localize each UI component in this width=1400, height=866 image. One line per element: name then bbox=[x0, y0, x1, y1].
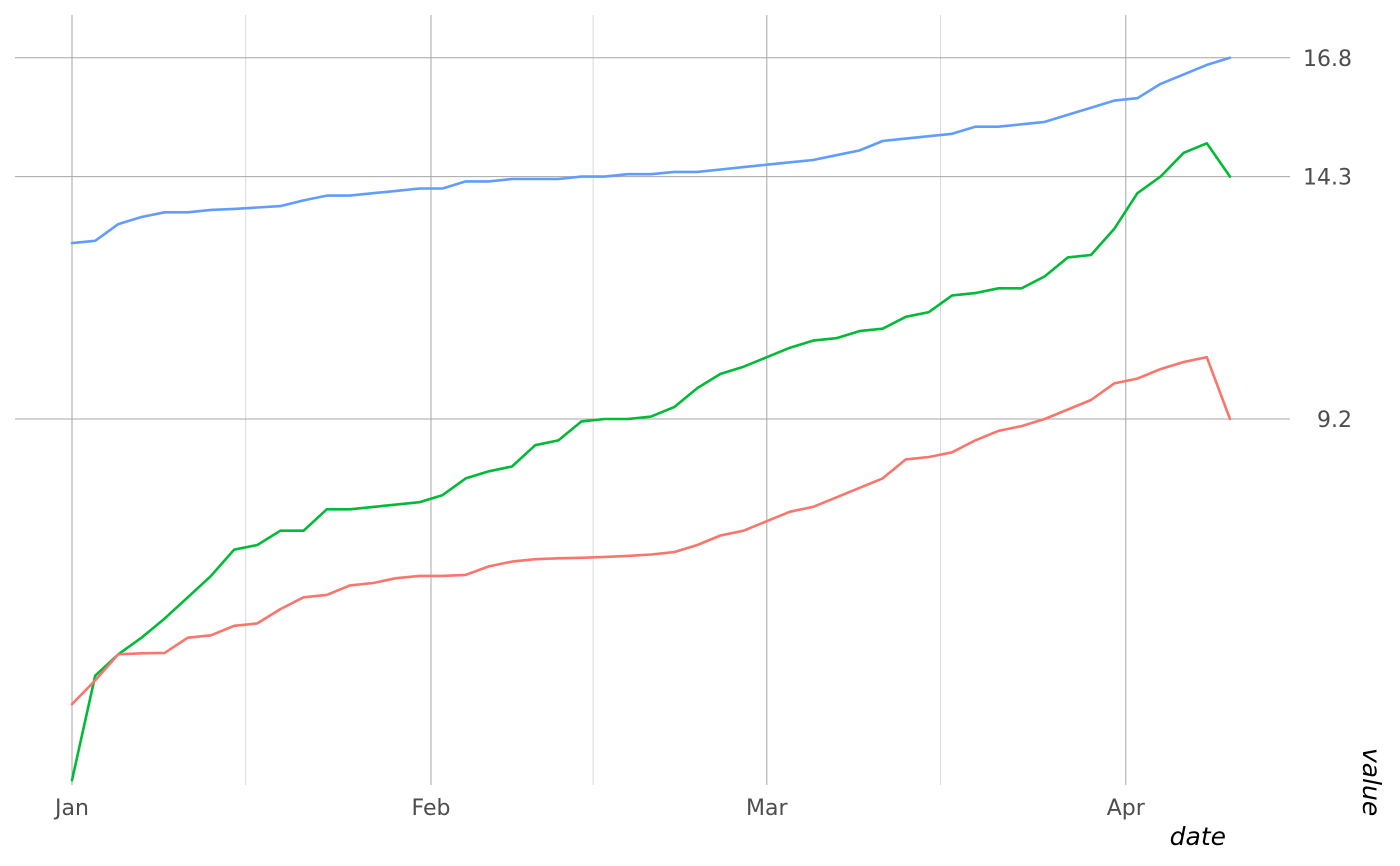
x-tick-label: Mar bbox=[746, 796, 788, 821]
y-tick-label: 16.8 bbox=[1303, 47, 1352, 72]
y-axis-title: value bbox=[1357, 748, 1386, 816]
grid-lines bbox=[15, 15, 1290, 785]
series-lines bbox=[70, 56, 1232, 782]
y-tick-label: 14.3 bbox=[1303, 166, 1352, 191]
series-line-2 bbox=[70, 142, 1232, 782]
x-axis-title: date bbox=[1170, 822, 1226, 851]
series-line-3 bbox=[70, 355, 1232, 706]
x-tick-label: Apr bbox=[1107, 796, 1146, 821]
tick-labels: Jan Feb Mar Apr 9.2 14.3 16.8 bbox=[53, 47, 1352, 821]
y-tick-label: 9.2 bbox=[1317, 408, 1352, 433]
x-tick-label: Feb bbox=[412, 796, 451, 821]
x-tick-label: Jan bbox=[53, 796, 89, 821]
series-line-1 bbox=[70, 56, 1232, 245]
